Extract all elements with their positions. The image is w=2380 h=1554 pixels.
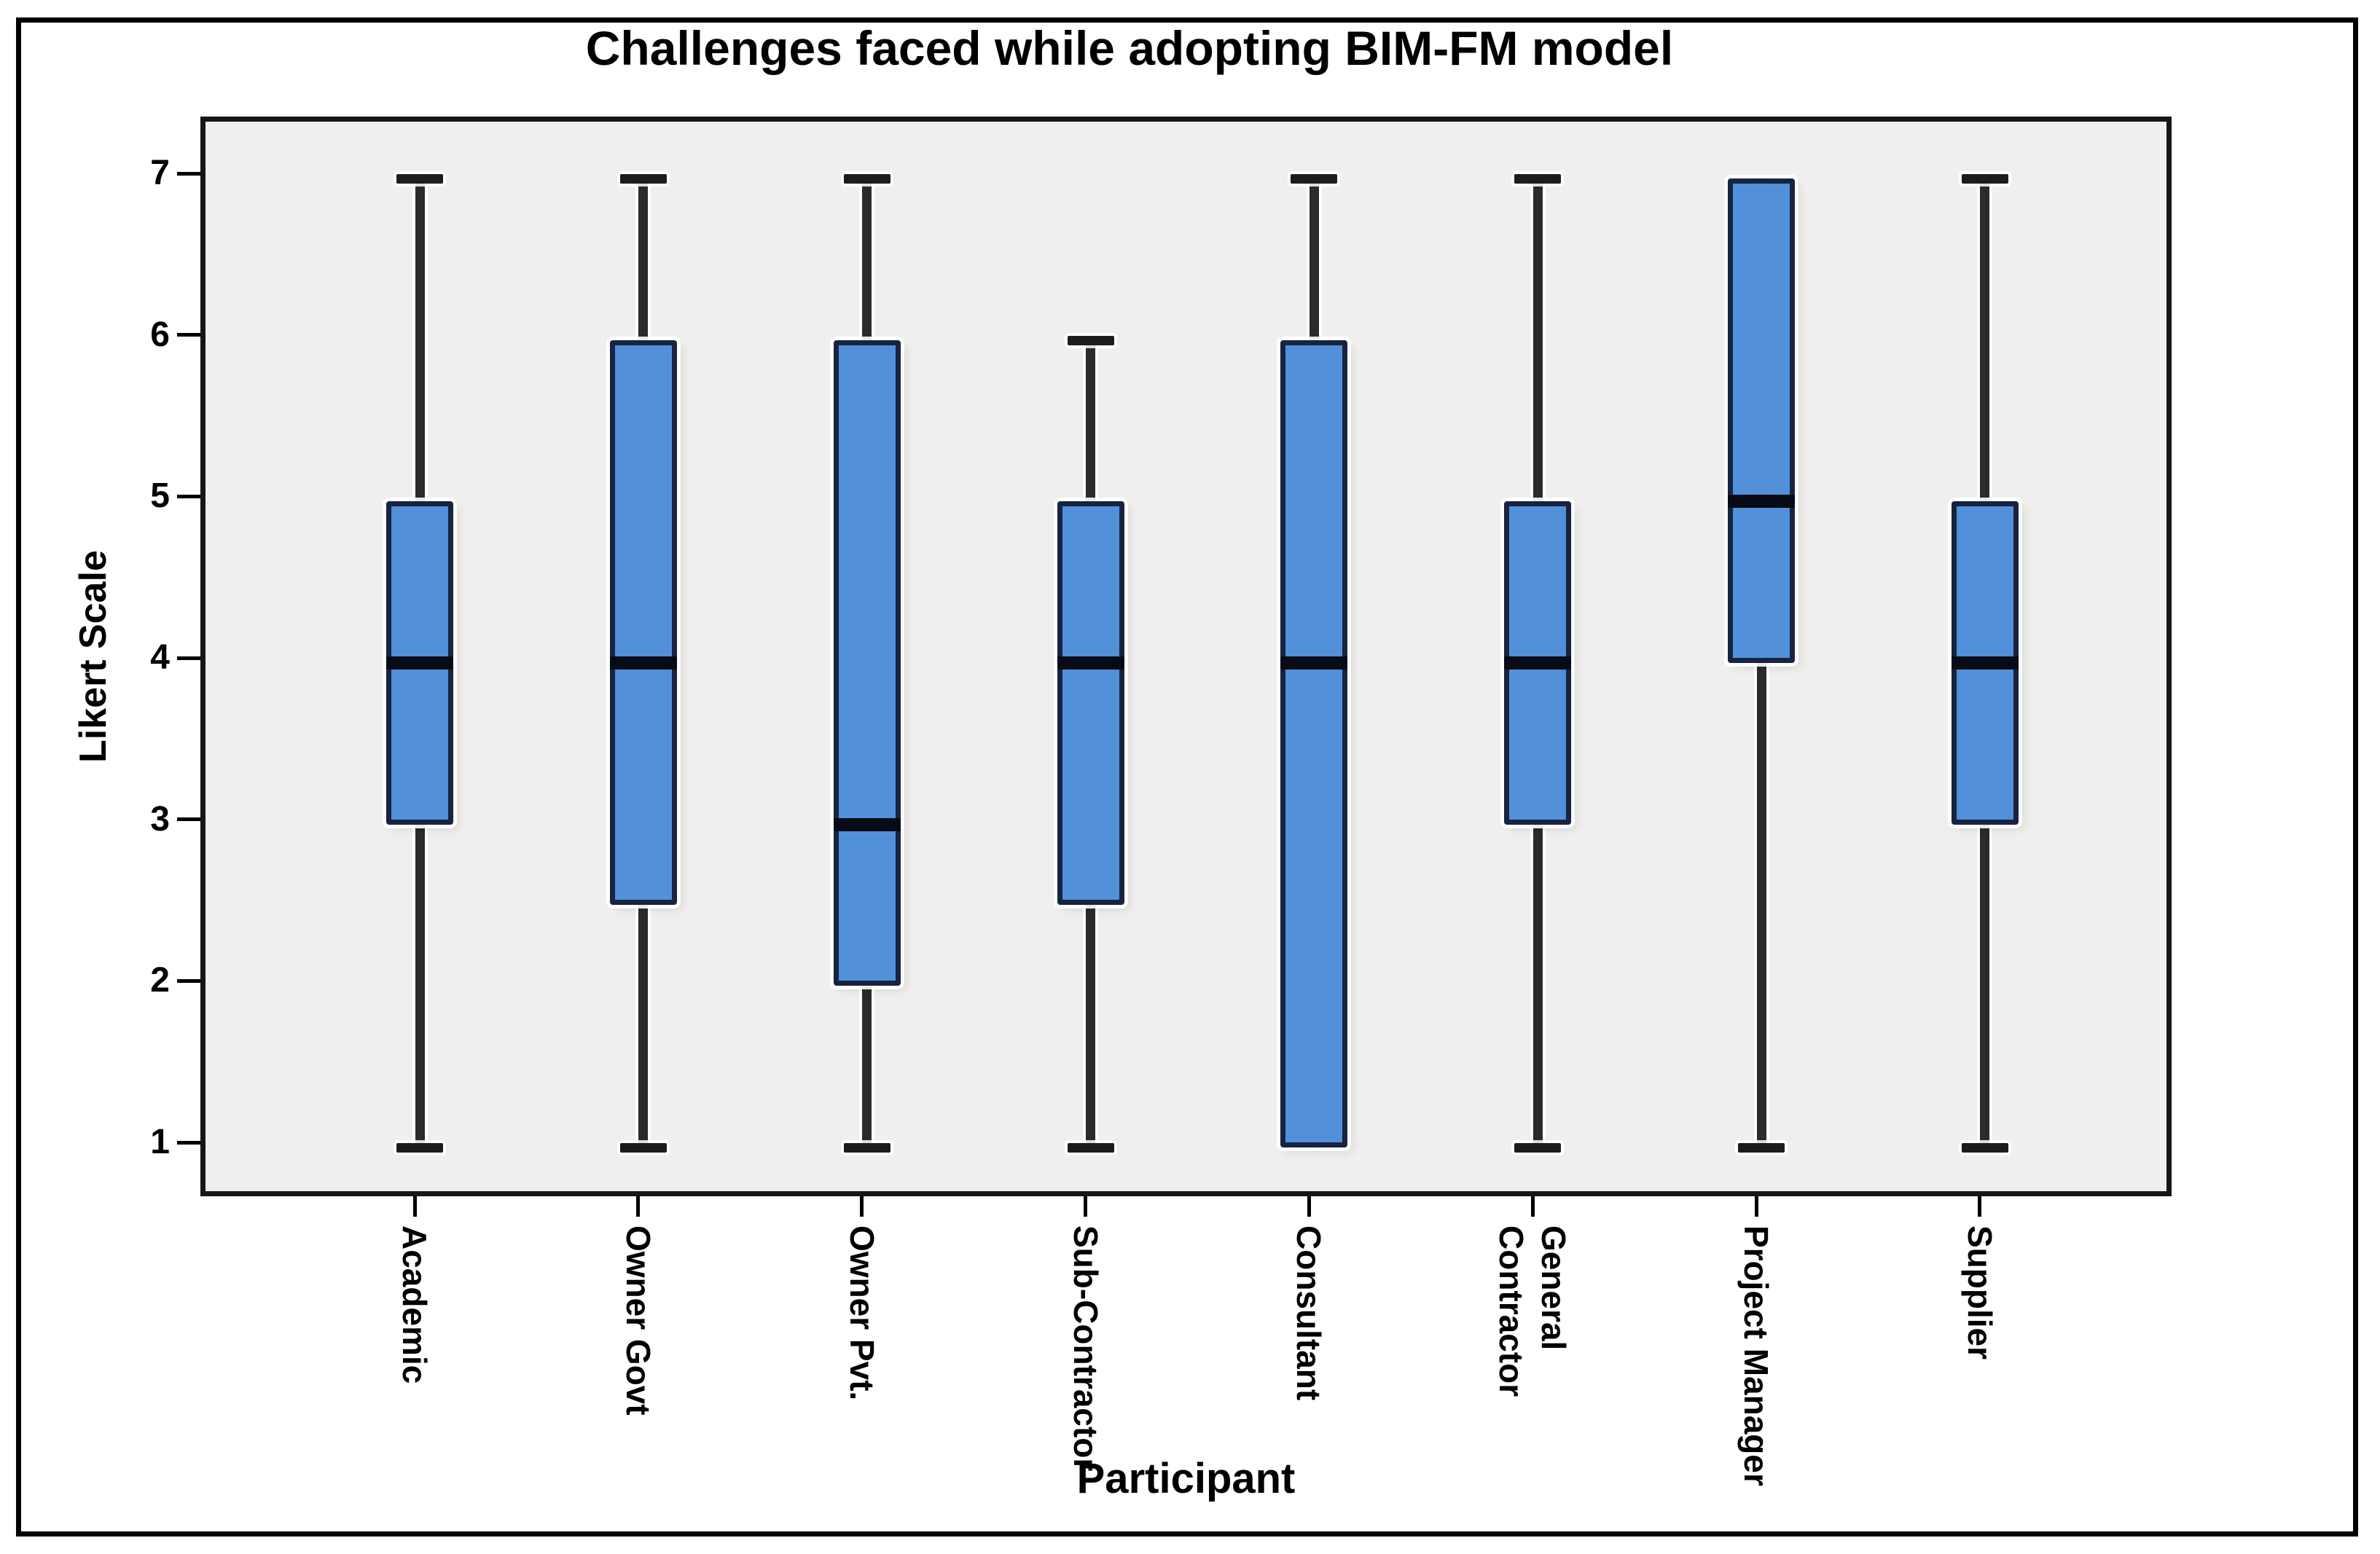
y-tick-label: 2 xyxy=(150,961,170,1000)
x-tick-label: Sub-Contractor xyxy=(1066,1225,1105,1472)
y-tick-label: 5 xyxy=(150,476,170,516)
whisker-cap-bottom xyxy=(1738,1143,1785,1153)
whisker-cap-bottom xyxy=(396,1143,443,1153)
x-axis-title: Participant xyxy=(1076,1455,1296,1502)
iqr-box xyxy=(1057,501,1124,906)
x-axis-tick xyxy=(1530,1196,1535,1217)
y-axis-tick xyxy=(177,978,200,983)
iqr-box xyxy=(1728,178,1796,663)
median-line xyxy=(1504,656,1572,670)
whisker-cap-top xyxy=(843,174,890,184)
y-tick-label: 7 xyxy=(150,154,170,192)
iqr-box xyxy=(833,340,901,986)
whisker-cap-bottom xyxy=(1067,1143,1114,1153)
whisker-cap-bottom xyxy=(1961,1143,2008,1153)
chart-title: Challenges faced while adopting BIM-FM m… xyxy=(585,21,1674,75)
median-line xyxy=(1951,656,2019,670)
y-axis-tick xyxy=(177,333,200,337)
median-line xyxy=(1728,495,1796,509)
x-axis-tick xyxy=(636,1196,641,1217)
whisker-cap-bottom xyxy=(843,1143,890,1153)
x-axis-tick xyxy=(860,1196,864,1217)
whisker-cap-bottom xyxy=(1514,1143,1562,1153)
y-tick-label: 6 xyxy=(150,315,170,354)
median-line xyxy=(1057,656,1124,670)
whisker-cap-top xyxy=(396,174,443,184)
y-axis-tick xyxy=(177,1140,200,1145)
whisker-cap-top xyxy=(1067,335,1114,345)
x-axis-tick xyxy=(412,1196,417,1217)
x-tick-label: Owner Pvt. xyxy=(842,1225,881,1401)
x-axis-tick xyxy=(1754,1196,1758,1217)
x-axis-tick xyxy=(1307,1196,1311,1217)
y-tick-label: 4 xyxy=(150,638,170,677)
plot-area xyxy=(200,117,2172,1196)
x-tick-label: Consultant xyxy=(1290,1225,1328,1401)
whisker-cap-bottom xyxy=(619,1143,667,1153)
median-line xyxy=(609,656,677,670)
whisker-cap-top xyxy=(1291,174,1338,184)
x-tick-label: Supplier xyxy=(1960,1225,1999,1360)
whisker-cap-top xyxy=(1961,174,2008,184)
x-tick-label: Project Manager xyxy=(1737,1225,1776,1486)
x-tick-label: General Contractor xyxy=(1492,1225,1573,1397)
x-axis-tick xyxy=(1978,1196,1982,1217)
whisker-cap-top xyxy=(1514,174,1562,184)
y-axis-tick xyxy=(177,494,200,498)
median-line xyxy=(833,817,901,831)
x-tick-label: Owner Govt xyxy=(619,1225,657,1416)
y-axis-tick xyxy=(177,817,200,822)
y-tick-label: 1 xyxy=(150,1123,170,1161)
y-axis-tick xyxy=(177,656,200,660)
whisker-cap-top xyxy=(619,174,667,184)
y-tick-label: 3 xyxy=(150,799,170,839)
iqr-box xyxy=(609,340,677,906)
median-line xyxy=(1280,656,1348,670)
x-tick-label: Academic xyxy=(396,1225,434,1384)
x-axis-tick xyxy=(1084,1196,1088,1217)
median-line xyxy=(386,656,453,670)
iqr-box xyxy=(1280,340,1348,1147)
y-axis-tick xyxy=(177,171,200,176)
